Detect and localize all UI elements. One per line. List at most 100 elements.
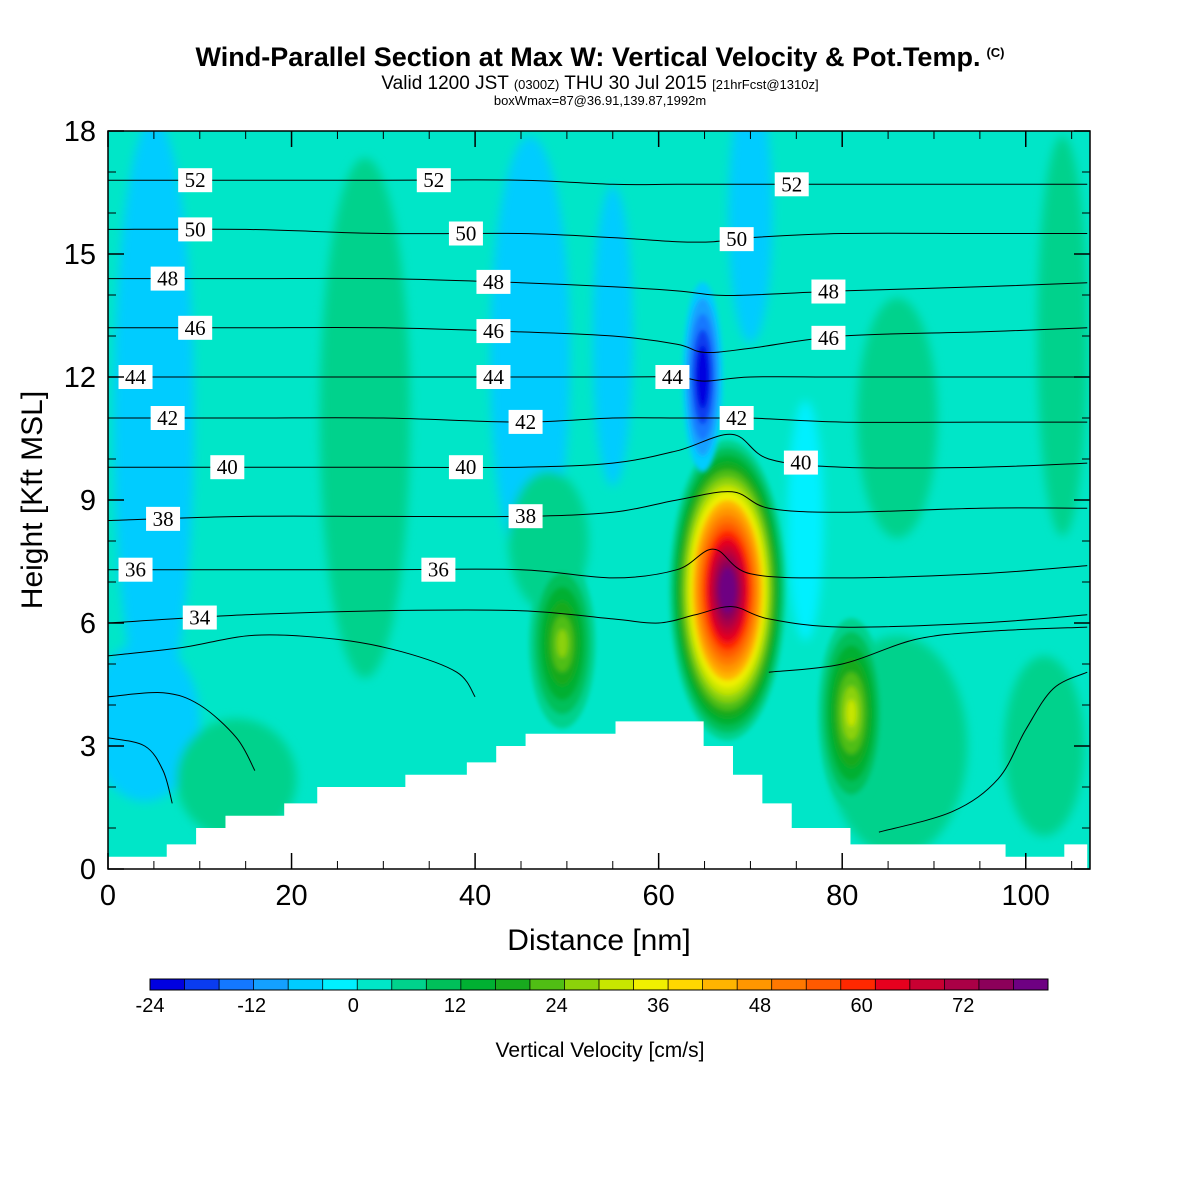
weak-downdraft-area <box>108 641 200 802</box>
theta-label-48: 48 <box>483 270 504 294</box>
theta-label-44: 44 <box>662 365 684 389</box>
y-tick-label: 9 <box>80 485 96 517</box>
y-tick-label: 6 <box>80 608 96 640</box>
main-downdraft-core-level <box>699 361 707 393</box>
theta-label-box <box>448 221 483 246</box>
theta-contour-40 <box>108 433 1088 469</box>
theta-label-box <box>178 217 213 242</box>
main-downdraft-core <box>682 282 723 472</box>
theta-label-44: 44 <box>125 365 147 389</box>
theta-label-36: 36 <box>125 558 146 582</box>
theta-label-46: 46 <box>185 316 206 340</box>
theta-label-box <box>210 455 245 480</box>
colorbar-swatch <box>771 979 807 990</box>
theta-label-38: 38 <box>515 504 536 528</box>
weak-updraft-area <box>1037 136 1088 536</box>
theta-contour-46 <box>108 326 1088 354</box>
colorbar-swatch <box>184 979 220 990</box>
theta-label-48: 48 <box>157 267 178 291</box>
x-tick-label: 100 <box>1002 880 1050 912</box>
colorbar-swatch <box>322 979 358 990</box>
x-tick-label: 40 <box>459 880 491 912</box>
colorbar-swatch <box>737 979 773 990</box>
colorbar-swatch <box>944 979 980 990</box>
x-tick-label: 60 <box>643 880 675 912</box>
theta-label-box <box>150 406 185 430</box>
colorbar-swatch <box>357 979 393 990</box>
theta-label-50: 50 <box>185 217 206 241</box>
colorbar-swatch <box>1013 979 1049 990</box>
colorbar-swatch <box>633 979 669 990</box>
colorbar-tick-label: 60 <box>850 995 872 1017</box>
colorbar-tick-label: -12 <box>237 995 266 1017</box>
colorbar-swatch <box>288 979 324 990</box>
colorbar-tick-label: 36 <box>647 995 669 1017</box>
secondary-updraft-core-level <box>846 699 857 727</box>
colorbar-tick-label: 0 <box>348 995 359 1017</box>
colorbar-tick-label: -24 <box>136 995 165 1017</box>
theta-label-box <box>146 506 181 531</box>
theta-label-box <box>719 227 754 252</box>
weak-downdraft-area <box>728 131 773 343</box>
main-updraft-core-level <box>724 582 731 598</box>
theta-label-50: 50 <box>455 222 476 246</box>
theta-contour-near-surface <box>768 626 1088 673</box>
x-tick-label: 80 <box>826 880 858 912</box>
colorbar-swatch <box>219 979 255 990</box>
y-tick-label: 3 <box>80 731 96 763</box>
colorbar-tick-label: 72 <box>952 995 974 1017</box>
colorbar-swatch <box>426 979 462 990</box>
terrain-profile <box>108 721 1088 869</box>
y-axis-label: Height [Kft MSL] <box>16 391 49 609</box>
theta-label-42: 42 <box>515 410 536 434</box>
theta-label-box <box>118 365 153 389</box>
theta-label-40: 40 <box>790 451 811 475</box>
colorbar-swatch <box>150 979 186 990</box>
theta-contour-near-surface <box>878 671 1088 833</box>
colorbar-swatch <box>391 979 427 990</box>
theta-label-40: 40 <box>455 455 476 479</box>
theta-label-40: 40 <box>217 455 238 479</box>
chart-box-info: boxWmax=87@36.91,139.87,1992m <box>493 93 707 108</box>
y-tick-label: 12 <box>64 362 96 394</box>
secondary-updraft-core-level <box>556 629 568 658</box>
theta-labels: 34 36 36 38 38 40 40 40 42 42 42 44 44 44 46 46 46 48 48 48… <box>118 168 846 630</box>
theta-label-box <box>178 315 213 340</box>
theta-label-38: 38 <box>153 507 174 531</box>
colorbar-tick-label: 12 <box>444 995 466 1017</box>
theta-label-42: 42 <box>726 406 747 430</box>
secondary-updraft-core <box>529 558 596 729</box>
colorbar-swatch <box>909 979 945 990</box>
theta-label-46: 46 <box>483 319 504 343</box>
theta-contour-48 <box>108 277 1088 297</box>
theta-contour-near-surface <box>108 691 256 771</box>
x-tick-label: 20 <box>275 880 307 912</box>
theta-label-box <box>118 557 153 582</box>
theta-label-34: 34 <box>189 606 211 630</box>
theta-label-42: 42 <box>157 406 178 430</box>
chart-subtitle: Valid 1200 JST (0300Z) THU 30 Jul 2015 [… <box>381 73 819 94</box>
weak-downdraft-area <box>787 400 824 641</box>
colorbar-swatch <box>529 979 565 990</box>
theta-label-box <box>719 406 754 430</box>
colorbar-swatch <box>495 979 531 990</box>
theta-contour-38 <box>108 491 1088 521</box>
theta-contour-52 <box>108 179 1088 186</box>
colorbar-swatch <box>978 979 1014 990</box>
theta-label-box <box>508 504 543 529</box>
theta-label-box <box>182 605 217 630</box>
weak-updraft-area <box>176 718 297 839</box>
y-tick-label: 0 <box>80 854 96 886</box>
theta-label-44: 44 <box>483 365 505 389</box>
theta-label-box <box>655 365 690 389</box>
secondary-updraft-core <box>818 618 885 809</box>
theta-label-box <box>811 325 846 350</box>
theta-label-48: 48 <box>818 280 839 304</box>
x-tick-label: 0 <box>100 880 116 912</box>
main-updraft-core <box>669 440 786 741</box>
theta-contour-34 <box>108 606 1088 628</box>
y-tick-label: 18 <box>64 116 96 148</box>
theta-label-box <box>421 557 456 582</box>
